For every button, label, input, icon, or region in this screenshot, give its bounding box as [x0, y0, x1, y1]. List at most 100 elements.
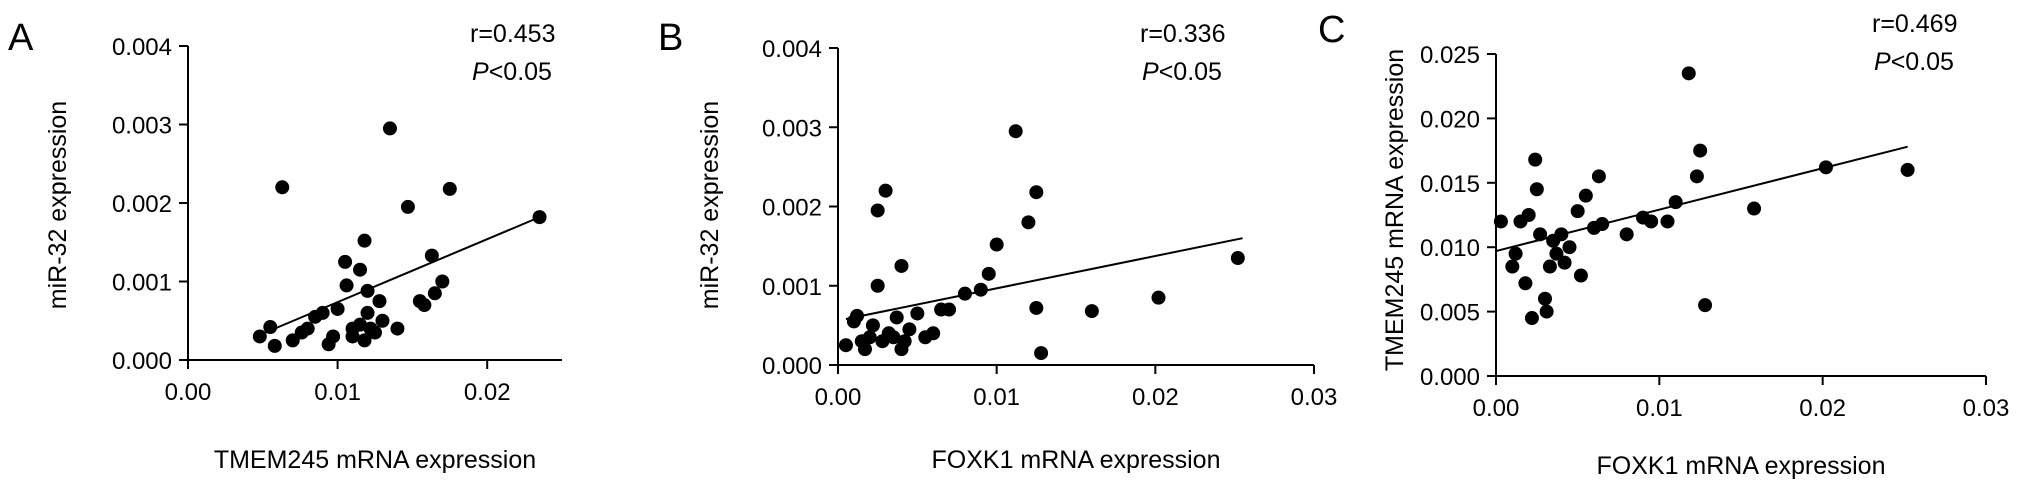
data-point — [1021, 215, 1036, 230]
x-axis-label: FOXK1 mRNA expression — [932, 446, 1221, 474]
x-tick-label: 0.02 — [464, 379, 511, 406]
y-tick-label: 0.002 — [762, 195, 822, 222]
data-point — [1029, 300, 1044, 315]
y-tick-label: 0.001 — [112, 270, 172, 297]
x-tick-label: 0.01 — [1636, 395, 1683, 422]
data-point — [338, 254, 353, 269]
panel-c: C 0.00 0.01 0.02 0.03 0.000 0.005 0.010 0.015 0.0… — [1318, 9, 2009, 480]
data-point — [1529, 182, 1544, 197]
p-value: P<0.05 — [1142, 58, 1222, 86]
p-letter: P — [1874, 48, 1891, 76]
data-point — [345, 329, 360, 344]
data-point — [838, 338, 853, 353]
data-point — [1747, 201, 1762, 216]
data-point — [1591, 169, 1606, 184]
panel-a: A 0.00 0.01 0.02 0.000 0.001 0.002 0.003 0.004 TM… — [8, 17, 562, 474]
data-point — [357, 233, 372, 248]
data-point — [339, 278, 354, 293]
y-tick-label: 0.001 — [762, 274, 822, 301]
x-tick-label: 0.00 — [165, 379, 212, 406]
data-point — [1818, 160, 1833, 175]
data-point — [973, 282, 988, 297]
y-tick-label: 0.003 — [762, 115, 822, 142]
correlation-r: r=0.469 — [1872, 10, 1958, 38]
data-point — [368, 325, 382, 340]
y-tick-label: 0.025 — [1420, 42, 1480, 69]
data-point — [1524, 311, 1539, 326]
data-point — [390, 321, 405, 336]
data-point — [850, 308, 865, 323]
data-point — [315, 305, 330, 320]
data-point — [1508, 246, 1523, 261]
x-axis-label: TMEM245 mRNA expression — [214, 446, 536, 474]
data-point — [360, 283, 375, 298]
x-tick-label: 0.01 — [314, 379, 361, 406]
data-point — [1693, 143, 1708, 158]
data-point — [435, 274, 450, 289]
data-point — [1493, 214, 1508, 229]
y-axis-label: TMEM245 mRNA expression — [1381, 49, 1409, 371]
data-point — [1689, 169, 1704, 184]
y-tick-label: 0.020 — [1420, 106, 1480, 133]
p-value: P<0.05 — [1874, 48, 1954, 76]
data-point — [357, 333, 372, 348]
data-point — [1542, 259, 1557, 274]
data-point — [926, 326, 941, 341]
y-tick-label: 0.010 — [1420, 235, 1480, 262]
panel-letter: B — [658, 17, 683, 59]
data-point — [1521, 208, 1536, 222]
y-tick-label: 0.003 — [112, 113, 172, 140]
data-point — [902, 322, 917, 337]
data-point — [1230, 251, 1245, 266]
panel-b: B 0.00 0.01 0.02 0.03 0.000 0.001 0.002 0.003 0.0… — [658, 17, 1337, 474]
data-point — [375, 313, 390, 328]
data-point — [1528, 152, 1543, 167]
y-tick-label: 0.004 — [112, 34, 172, 61]
data-point — [865, 318, 880, 333]
x-tick-label: 0.03 — [1291, 384, 1338, 411]
data-point — [1698, 298, 1713, 313]
p-value: P<0.05 — [472, 58, 552, 86]
data-point — [360, 305, 375, 320]
data-point — [894, 258, 909, 273]
regression-line — [259, 216, 540, 336]
data-point — [981, 266, 996, 281]
data-point — [427, 286, 442, 301]
y-tick-label: 0.000 — [112, 348, 172, 375]
data-point — [1595, 217, 1610, 232]
data-point — [886, 330, 901, 345]
data-point — [862, 330, 877, 345]
y-tick-label: 0.015 — [1420, 171, 1480, 198]
data-point — [382, 121, 397, 136]
data-point — [1644, 214, 1659, 229]
x-tick-label: 0.03 — [1963, 395, 2010, 422]
data-point — [353, 262, 368, 277]
data-point — [1084, 304, 1099, 319]
data-point — [275, 180, 290, 195]
data-point — [870, 203, 885, 218]
data-point — [532, 210, 547, 225]
regression-line — [845, 237, 1243, 321]
data-point — [300, 321, 315, 336]
p-threshold: <0.05 — [1159, 58, 1222, 86]
data-point — [878, 183, 893, 198]
x-tick-label: 0.02 — [1799, 395, 1846, 422]
data-point — [252, 329, 267, 344]
data-point — [942, 302, 957, 317]
data-point — [1619, 227, 1634, 242]
data-point — [1668, 195, 1683, 210]
y-axis-label: miR-32 expression — [696, 101, 724, 309]
y-tick-label: 0.004 — [762, 36, 822, 63]
data-point — [1660, 214, 1675, 229]
data-point — [1549, 246, 1564, 261]
data-point — [897, 334, 912, 349]
x-tick-label: 0.02 — [1132, 384, 1179, 411]
data-point — [417, 298, 432, 313]
data-point — [1505, 259, 1520, 274]
data-point — [889, 310, 904, 325]
data-point — [957, 286, 972, 301]
data-point — [1034, 346, 1049, 361]
correlation-r: r=0.336 — [1140, 20, 1226, 48]
data-point — [1538, 291, 1552, 306]
